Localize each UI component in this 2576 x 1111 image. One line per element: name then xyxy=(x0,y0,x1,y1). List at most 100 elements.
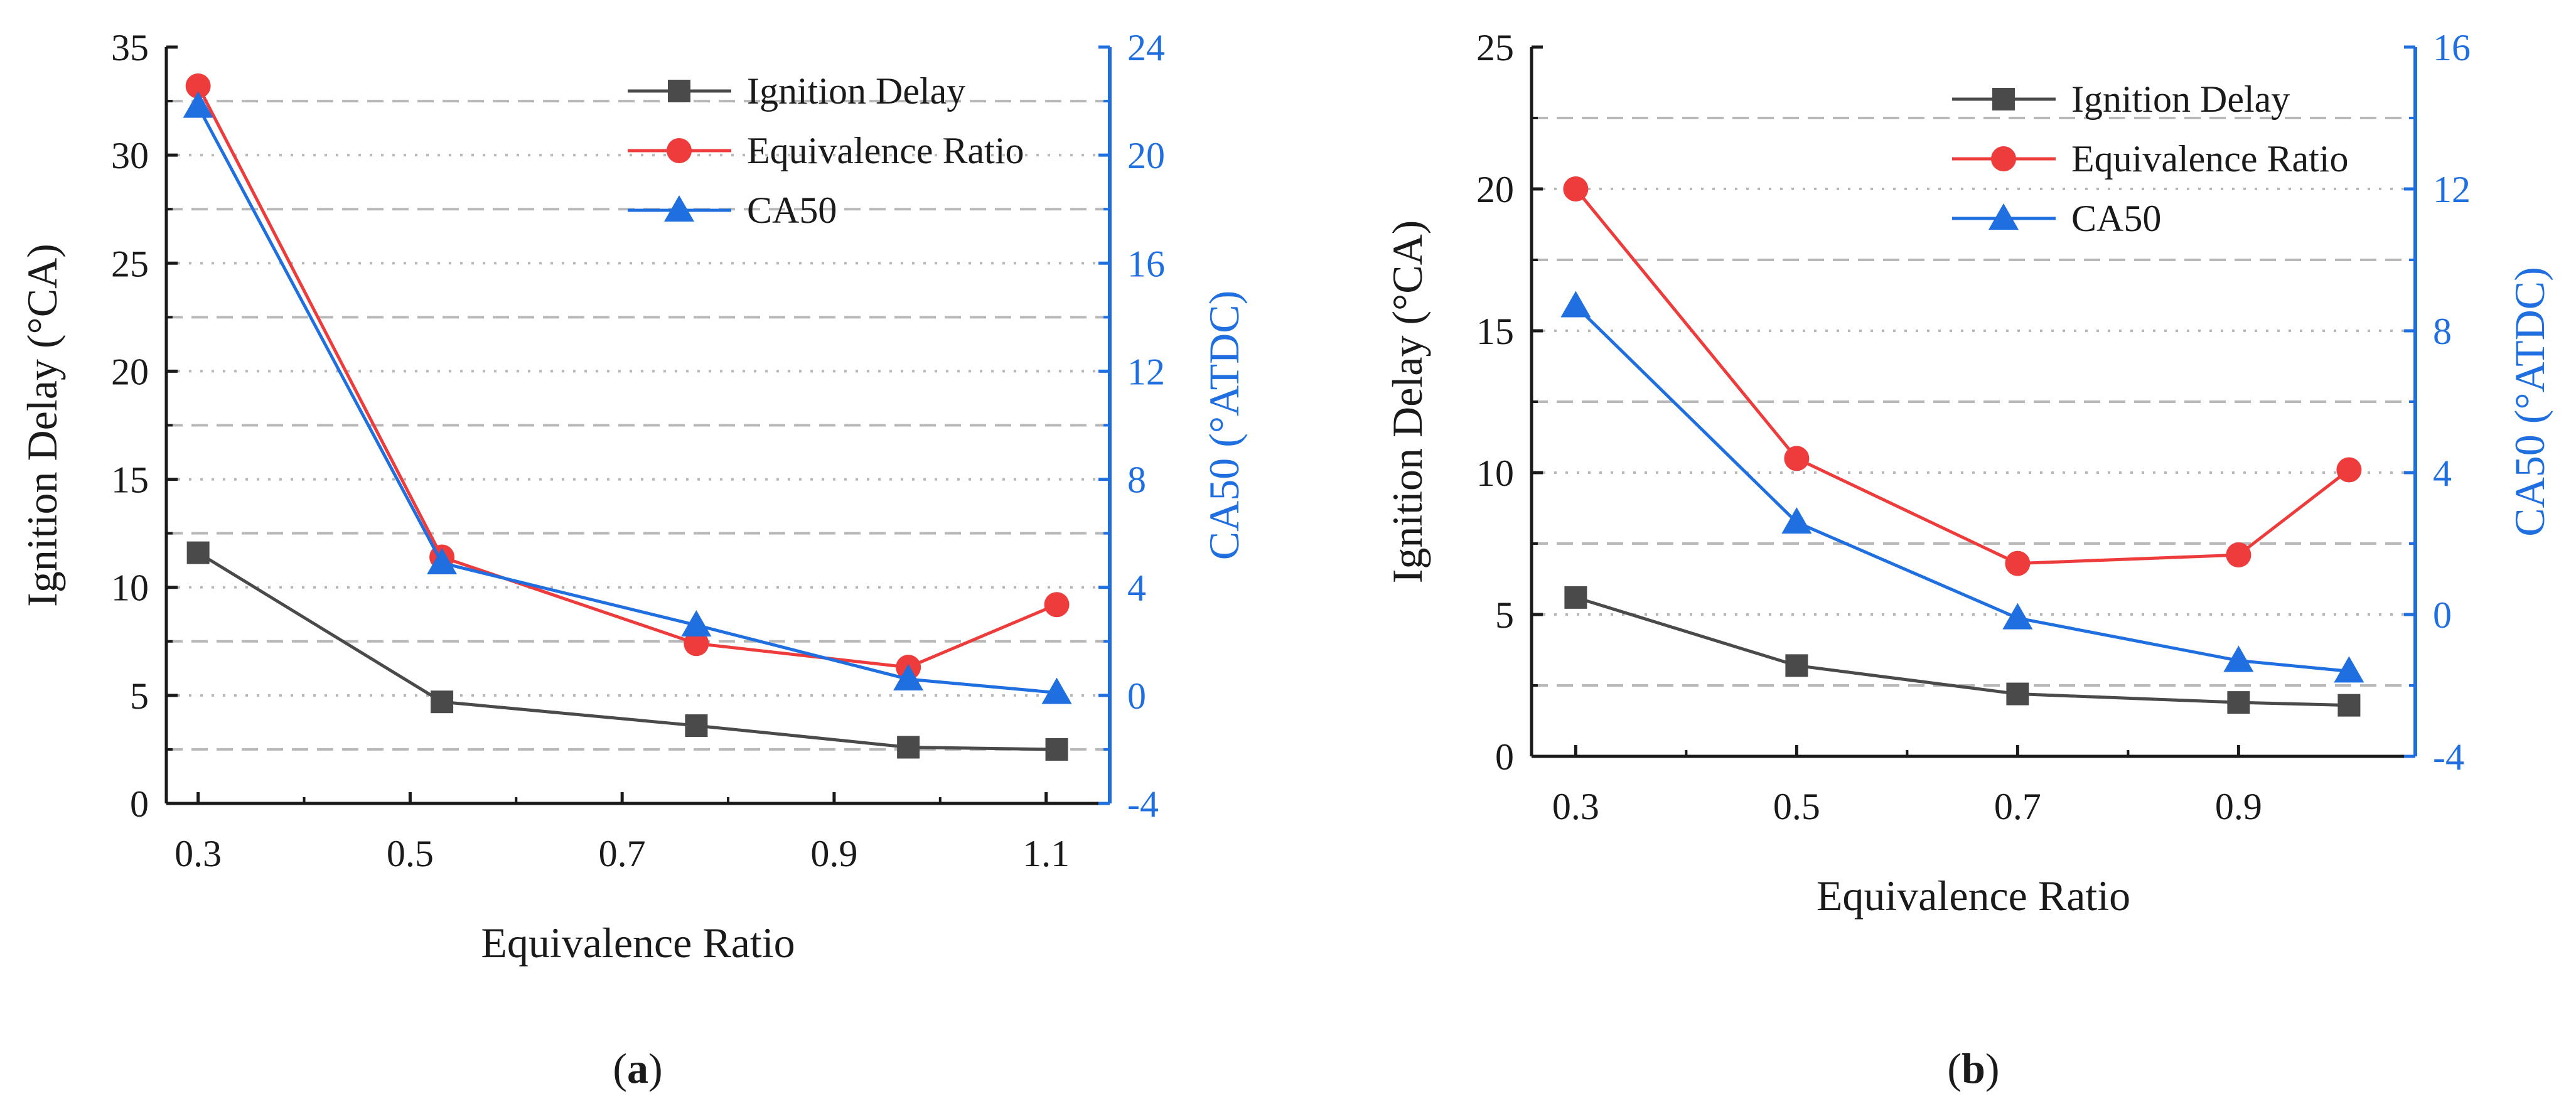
y2-tick-label: 8 xyxy=(1127,459,1146,501)
y2-tick-label: 4 xyxy=(1127,567,1146,609)
data-point xyxy=(1560,291,1591,318)
data-point xyxy=(185,73,211,99)
panel-label-open: ( xyxy=(613,1044,627,1092)
data-point xyxy=(2337,694,2361,717)
panel-label-close: ) xyxy=(648,1044,663,1092)
y2-tick-label: 0 xyxy=(2433,594,2452,636)
x-tick-label: 1.1 xyxy=(1022,833,1070,874)
legend-marker xyxy=(667,138,692,163)
y-tick-label: 20 xyxy=(1476,169,1514,210)
legend-label: Ignition Delay xyxy=(747,70,965,112)
data-point xyxy=(2002,603,2033,630)
data-point xyxy=(2334,656,2364,683)
legend-label: Equivalence Ratio xyxy=(747,130,1024,171)
data-point xyxy=(2336,457,2362,483)
data-point xyxy=(2005,550,2031,576)
data-point xyxy=(2223,645,2254,672)
y-tick-label: 30 xyxy=(111,135,149,176)
data-point xyxy=(1041,677,1072,704)
x-tick-label: 0.5 xyxy=(1773,786,1820,827)
data-point xyxy=(2227,691,2250,714)
y-axis-title: Ignition Delay (°CA) xyxy=(1383,220,1431,584)
y2-tick-label: 16 xyxy=(1127,243,1165,284)
y-tick-label: 20 xyxy=(111,351,149,392)
y2-axis-title: CA50 (°ATDC) xyxy=(2506,267,2553,537)
y-tick-label: 25 xyxy=(111,243,149,284)
data-point xyxy=(685,714,708,738)
y2-tick-label: 12 xyxy=(2433,169,2471,210)
legend-marker xyxy=(1991,146,2016,171)
y-tick-label: 15 xyxy=(1476,311,1514,352)
data-point xyxy=(1564,586,1587,609)
x-axis-title: Equivalence Ratio xyxy=(481,919,795,967)
series-line xyxy=(1574,188,2350,566)
y2-tick-label: 20 xyxy=(1127,135,1165,176)
legend-marker xyxy=(1992,88,2015,110)
legend-label: Equivalence Ratio xyxy=(2071,138,2349,180)
legend-marker xyxy=(664,195,694,222)
chart-panel-b: 0 5 10 15 20 25 -4 0 4 8 12 16 0.3 0.5 0.7 0.9 Equivalen… xyxy=(1383,27,2553,920)
series-line xyxy=(196,85,1058,669)
x-tick-label: 0.7 xyxy=(1994,786,2041,827)
x-tick-label: 0.7 xyxy=(599,833,646,874)
y-tick-label: 35 xyxy=(111,27,149,68)
data-point xyxy=(2226,542,2251,568)
y2-axis-title: CA50 (°ATDC) xyxy=(1200,291,1248,561)
y2-tick-label: -4 xyxy=(1127,783,1159,825)
x-axis-title: Equivalence Ratio xyxy=(1817,872,2130,920)
data-point xyxy=(1785,654,1808,677)
x-tick-label: 0.9 xyxy=(2215,786,2262,827)
series-line xyxy=(197,551,1057,751)
legend-label: CA50 xyxy=(747,190,837,231)
legend-marker xyxy=(668,80,690,102)
data-point xyxy=(427,547,458,574)
data-point xyxy=(681,609,712,636)
panel-label: (b) xyxy=(1947,1044,1999,1092)
panel-label-letter: b xyxy=(1962,1044,1985,1092)
y-tick-label: 25 xyxy=(1476,27,1514,68)
data-point xyxy=(1045,738,1068,761)
series-line xyxy=(1574,304,2349,673)
y2-tick-label: 24 xyxy=(1127,27,1165,68)
y2-tick-label: -4 xyxy=(2433,736,2464,778)
panel-label-open: ( xyxy=(1947,1044,1962,1092)
panel-label-letter: a xyxy=(627,1044,648,1092)
chart-panel-a: 0 5 10 15 20 25 30 35 -4 0 4 8 12 16 20 24 0.3 0.5 0.7 0.9 1… xyxy=(18,27,1248,967)
panel-label: (a) xyxy=(613,1044,662,1092)
y-tick-label: 0 xyxy=(130,783,149,825)
y-tick-label: 0 xyxy=(1495,736,1514,778)
data-point xyxy=(897,736,920,759)
data-point xyxy=(1784,446,1810,471)
x-tick-label: 0.5 xyxy=(387,833,434,874)
data-point xyxy=(1563,176,1589,201)
legend-label: Ignition Delay xyxy=(2071,78,2290,120)
data-point xyxy=(2006,682,2029,706)
panel-label-close: ) xyxy=(1985,1044,2000,1092)
y-tick-label: 5 xyxy=(130,675,149,717)
data-point xyxy=(1044,592,1070,618)
legend-label: CA50 xyxy=(2071,198,2161,239)
data-point xyxy=(431,690,454,714)
y-tick-label: 10 xyxy=(111,567,149,609)
x-tick-label: 0.3 xyxy=(174,833,222,874)
y-tick-label: 15 xyxy=(111,459,149,501)
data-point xyxy=(893,664,924,691)
y2-tick-label: 16 xyxy=(2433,27,2471,68)
data-point xyxy=(186,541,210,564)
series-line xyxy=(196,105,1057,695)
y2-tick-label: 12 xyxy=(1127,351,1165,392)
legend: Ignition Delay Equivalence Ratio CA50 xyxy=(1952,78,2349,239)
data-point xyxy=(183,91,213,118)
data-point xyxy=(684,631,709,657)
legend-marker xyxy=(1988,203,2019,230)
y2-tick-label: 4 xyxy=(2433,453,2452,494)
y-tick-label: 5 xyxy=(1495,594,1514,636)
y-tick-label: 10 xyxy=(1476,453,1514,494)
y2-tick-label: 0 xyxy=(1127,675,1146,717)
data-point xyxy=(1781,507,1812,534)
x-tick-label: 0.3 xyxy=(1552,786,1599,827)
y2-tick-label: 8 xyxy=(2433,311,2452,352)
x-tick-label: 0.9 xyxy=(810,833,857,874)
y-axis-title: Ignition Delay (°CA) xyxy=(18,244,66,607)
